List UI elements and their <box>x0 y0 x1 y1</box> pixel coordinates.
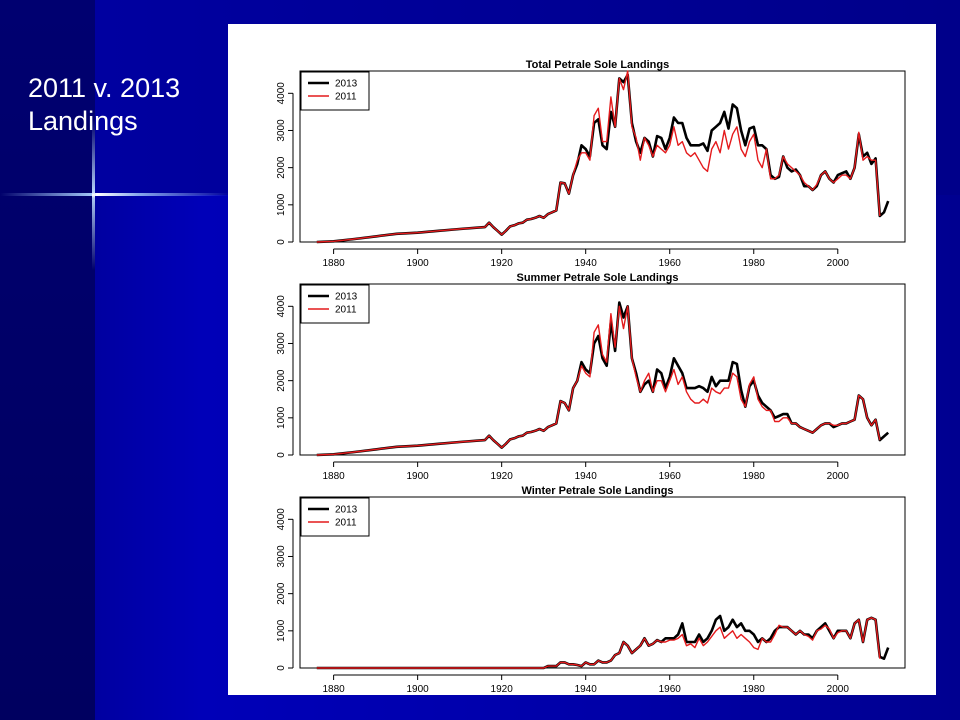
chart-2-y-tick-label: 1000 <box>276 406 287 429</box>
chart-2-x-tick-label: 1980 <box>743 471 766 482</box>
chart-1-y-tick-label: 3000 <box>276 119 287 142</box>
chart-3-y-tick-label: 2000 <box>276 582 287 605</box>
chart-3-title: Winter Petrale Sole Landings <box>521 485 673 497</box>
chart-1-y-tick-label: 1000 <box>276 193 287 216</box>
chart-1-plot-frame <box>299 70 906 243</box>
chart-3-series-2011-line <box>316 617 881 669</box>
slide-background-left-band <box>0 0 95 720</box>
chart-3-legend-label-2011: 2011 <box>335 518 357 529</box>
chart-3-y-tick-label: 4000 <box>276 508 287 531</box>
chart-1-y-tick-label: 2000 <box>276 156 287 179</box>
chart-3-y-tick-label: 1000 <box>276 619 287 642</box>
chart-3-y-tick-label: 3000 <box>276 545 287 568</box>
slide-title: 2011 v. 2013 Landings <box>28 72 228 138</box>
chart-2-legend-label-2013: 2013 <box>335 292 358 303</box>
chart-3-plot-frame <box>299 496 906 669</box>
chart-2-x-tick-label: 1880 <box>322 471 345 482</box>
chart-3-x-tick-label: 2000 <box>827 684 850 695</box>
chart-1-series-2013-line <box>316 73 890 244</box>
chart-1-x-tick-label: 1960 <box>659 258 682 269</box>
landings-figure: Total Petrale Sole Landings 1880 1900 1920 1… <box>228 24 936 695</box>
chart-1-series-2011-line <box>316 70 881 243</box>
chart-1-legend-label-2013: 2013 <box>335 79 358 90</box>
chart-2-series-2013-line <box>316 301 890 457</box>
chart-2-y-tick-label: 3000 <box>276 332 287 355</box>
chart-3-x-tick-label: 1920 <box>491 684 514 695</box>
chart-2-plot-frame <box>299 283 906 456</box>
chart-2-x-tick-label: 1960 <box>659 471 682 482</box>
chart-3-x-tick-label: 1900 <box>407 684 430 695</box>
sparkle-horizontal-glint <box>0 193 230 196</box>
chart-1-title: Total Petrale Sole Landings <box>526 59 669 71</box>
chart-1-x-tick-label: 1940 <box>575 258 598 269</box>
chart-3-y-tick-label: 0 <box>276 665 287 671</box>
chart-3-legend-box <box>300 497 370 537</box>
slide-title-line-2: Landings <box>28 106 138 136</box>
slide-title-line-1: 2011 v. 2013 <box>28 73 181 103</box>
chart-2-series-2011-line <box>316 305 881 456</box>
chart-2-y-tick-label: 4000 <box>276 295 287 318</box>
chart-2-x-tick-label: 1900 <box>407 471 430 482</box>
chart-3-x-tick-label: 1980 <box>743 684 766 695</box>
landings-figure-svg: Total Petrale Sole Landings 1880 1900 1920 1… <box>276 59 906 695</box>
chart-2-x-tick-label: 1920 <box>491 471 514 482</box>
chart-2-x-tick-label: 2000 <box>827 471 850 482</box>
chart-2-title: Summer Petrale Sole Landings <box>517 272 679 284</box>
sparkle-vertical-glint <box>92 120 95 270</box>
chart-1-x-tick-label: 1920 <box>491 258 514 269</box>
chart-2-x-tick-label: 1940 <box>575 471 598 482</box>
chart-1-x-tick-label: 2000 <box>827 258 850 269</box>
chart-1-y-tick-label: 0 <box>276 239 287 245</box>
chart-3-x-tick-label: 1880 <box>322 684 345 695</box>
chart-1-x-tick-label: 1880 <box>322 258 345 269</box>
chart-2-y-tick-label: 0 <box>276 452 287 458</box>
chart-1-x-tick-label: 1900 <box>407 258 430 269</box>
chart-3-x-tick-label: 1960 <box>659 684 682 695</box>
chart-2-legend-box <box>300 284 370 324</box>
chart-1-x-tick-label: 1980 <box>743 258 766 269</box>
chart-2-legend-label-2011: 2011 <box>335 305 357 316</box>
chart-3-series-2013-line <box>316 614 890 670</box>
chart-2-y-tick-label: 2000 <box>276 369 287 392</box>
chart-1-y-tick-label: 4000 <box>276 82 287 105</box>
chart-3-legend-label-2013: 2013 <box>335 505 358 516</box>
chart-3-x-tick-label: 1940 <box>575 684 598 695</box>
chart-1-legend-box <box>300 71 370 111</box>
chart-1-legend-label-2011: 2011 <box>335 92 357 103</box>
